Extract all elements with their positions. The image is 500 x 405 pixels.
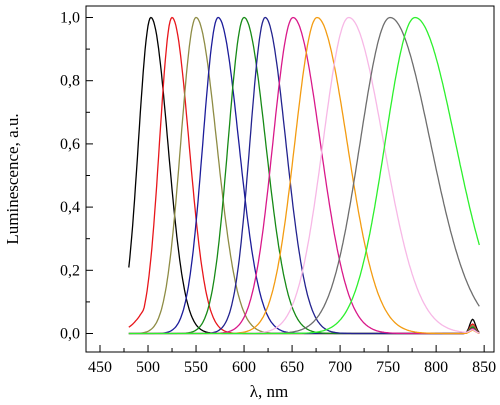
x-tick-label: 800 (424, 359, 448, 376)
x-tick-label: 750 (376, 359, 400, 376)
x-axis-label: λ, nm (250, 382, 288, 401)
y-tick-label: 0,4 (60, 199, 80, 216)
y-tick-label: 1,0 (60, 10, 80, 27)
y-tick-label: 0,2 (60, 262, 80, 279)
x-tick-label: 500 (136, 359, 160, 376)
y-tick-label: 0,6 (60, 136, 80, 153)
plot-frame (85, 5, 495, 353)
axis-layer: 450 500 550 600 650 700 750 800 850 0,0 0,2 0,4 0,6 0… (60, 10, 496, 377)
x-tick-label: 650 (280, 359, 304, 376)
x-tick-label: 600 (232, 359, 256, 376)
y-axis-label: Luminescence, a.u. (3, 113, 22, 244)
series-layer (128, 16, 480, 335)
y-tick-label: 0,0 (60, 326, 80, 343)
x-tick-label: 850 (472, 359, 496, 376)
y-tick-label: 0,8 (60, 73, 80, 90)
series-line-11 (128, 16, 480, 335)
x-tick-label: 450 (88, 359, 112, 376)
x-tick-label: 700 (328, 359, 352, 376)
x-tick-label: 550 (184, 359, 208, 376)
